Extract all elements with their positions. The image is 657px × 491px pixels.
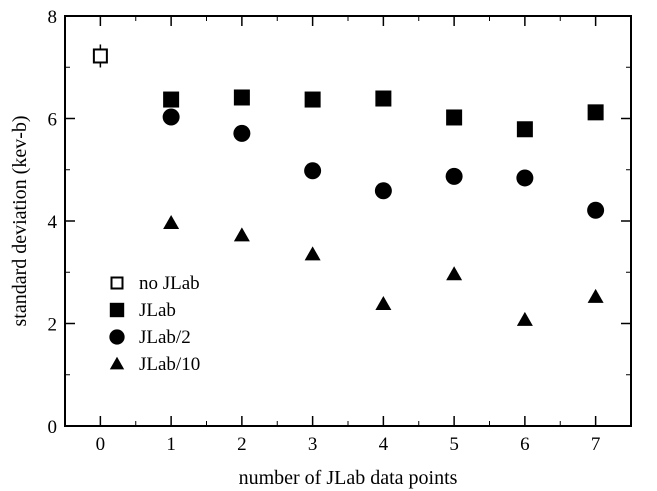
x-tick-label: 3 — [308, 434, 318, 455]
data-point — [233, 124, 251, 142]
open-square-marker — [92, 48, 108, 64]
y-tick-label: 2 — [48, 315, 58, 336]
y-tick-label: 4 — [48, 212, 58, 233]
data-point — [516, 121, 533, 138]
data-point — [374, 182, 392, 200]
data-point — [92, 44, 108, 68]
x-tick-label: 2 — [237, 434, 247, 455]
data-point — [162, 108, 180, 126]
data-point — [516, 311, 533, 326]
axes: 0 1 2 3 4 5 6 7 0 2 4 6 8 — [48, 7, 632, 455]
data-point — [233, 89, 250, 106]
x-tick-label: 6 — [520, 434, 530, 455]
y-tick-label: 6 — [48, 110, 58, 131]
x-tick-label: 4 — [379, 434, 389, 455]
x-tick-label: 7 — [591, 434, 601, 455]
legend-item: JLab/2 — [109, 327, 191, 348]
data-point — [304, 162, 322, 180]
legend-item: no JLab — [110, 273, 200, 294]
legend: no JLab JLab JLab/2 JLab/10 — [109, 273, 200, 375]
legend-label: JLab/2 — [139, 327, 191, 348]
data-marks — [92, 44, 605, 326]
data-point — [446, 109, 463, 126]
y-tick-label: 8 — [48, 7, 58, 28]
legend-item: JLab/10 — [109, 354, 200, 375]
legend-marker — [109, 329, 125, 345]
data-point — [587, 288, 604, 303]
data-point — [375, 296, 392, 311]
legend-marker — [109, 356, 125, 370]
data-point — [446, 266, 463, 281]
data-point — [445, 167, 463, 185]
data-point — [304, 91, 321, 108]
data-point — [375, 90, 392, 107]
data-point — [163, 215, 180, 230]
legend-label: JLab — [139, 300, 176, 321]
legend-item: JLab — [109, 300, 176, 321]
x-tick-label: 5 — [449, 434, 459, 455]
y-tick-label: 0 — [48, 417, 58, 438]
data-point — [587, 201, 605, 219]
x-tick-label: 1 — [166, 434, 176, 455]
data-point — [163, 91, 180, 108]
x-tick-label: 0 — [96, 434, 106, 455]
legend-label: JLab/10 — [139, 354, 200, 375]
data-point — [233, 227, 250, 242]
legend-marker — [109, 302, 125, 318]
data-point — [304, 246, 321, 261]
x-axis-label: number of JLab data points — [239, 467, 458, 489]
legend-marker — [110, 276, 124, 290]
legend-label: no JLab — [139, 273, 200, 294]
data-point — [516, 169, 534, 187]
y-axis-label: standard deviation (kev-b) — [9, 115, 31, 326]
data-point — [587, 104, 604, 121]
